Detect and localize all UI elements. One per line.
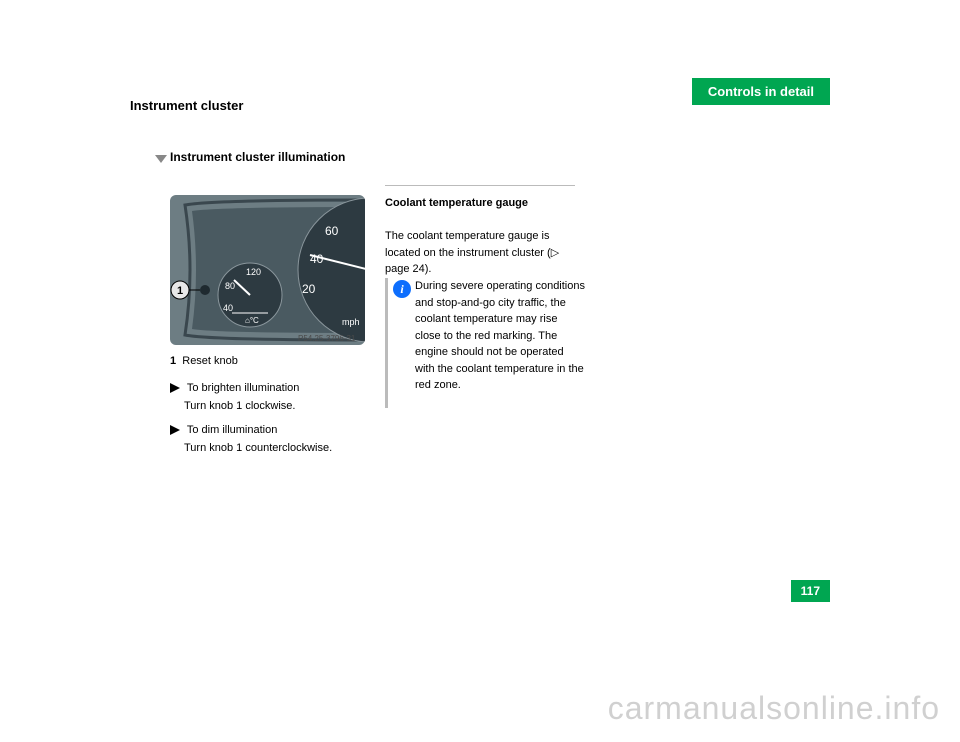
instruction-2-detail: Turn knob 1 counterclockwise. <box>170 440 370 457</box>
figure-caption: 1 Reset knob <box>170 355 238 367</box>
info-sidebar-rule <box>385 278 388 408</box>
column-divider <box>385 185 575 186</box>
svg-text:120: 120 <box>246 267 261 277</box>
triangle-marker-icon <box>155 155 167 163</box>
arrow-right-icon <box>170 425 180 435</box>
svg-text:1: 1 <box>177 285 183 297</box>
info-icon: i <box>393 280 411 298</box>
svg-text:40: 40 <box>310 252 324 266</box>
svg-text:20: 20 <box>302 282 316 296</box>
info-text: During severe operating conditions and s… <box>415 278 585 394</box>
subheading: Instrument cluster illumination <box>170 150 345 164</box>
instruction-2: To dim illumination <box>170 422 370 439</box>
svg-text:40: 40 <box>223 303 233 313</box>
header-tab: Controls in detail <box>692 78 830 105</box>
svg-text:mph: mph <box>342 317 360 327</box>
svg-text:60: 60 <box>325 224 339 238</box>
svg-text:⌂°C: ⌂°C <box>245 316 259 325</box>
arrow-right-icon <box>170 383 180 393</box>
callout-text: Reset knob <box>182 355 238 367</box>
page-number: 117 <box>791 580 830 602</box>
svg-text:P54.25-3796-31: P54.25-3796-31 <box>298 334 356 343</box>
column-b-heading: Coolant temperature gauge <box>385 195 585 212</box>
watermark: carmanualsonline.info <box>608 690 940 727</box>
svg-text:80: 80 <box>225 281 235 291</box>
section-title: Instrument cluster <box>130 98 243 113</box>
instrument-cluster-figure: 20 40 60 mph 40 80 120 ⌂°C P54.25-3796-3… <box>170 195 365 345</box>
callout-number: 1 <box>170 355 176 367</box>
instruction-1: To brighten illumination <box>170 380 370 397</box>
manual-page: Controls in detail Instrument cluster In… <box>0 0 960 742</box>
instruction-1-detail: Turn knob 1 clockwise. <box>170 398 370 415</box>
column-b-text: The coolant temperature gauge is located… <box>385 228 585 278</box>
